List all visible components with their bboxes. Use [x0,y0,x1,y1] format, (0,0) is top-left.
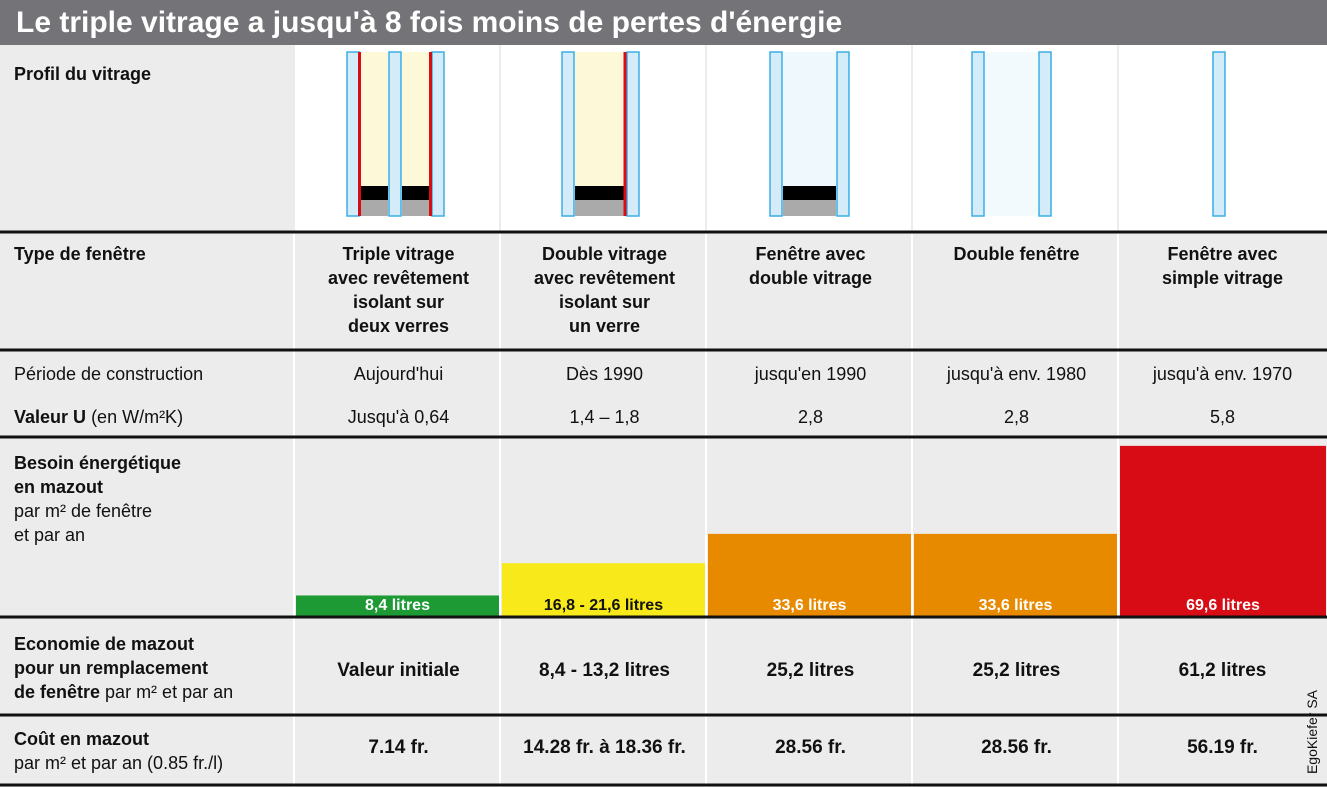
window-type: Double fenêtre [953,244,1080,264]
period: jusqu'en 1990 [754,364,867,384]
u-value: 2,8 [797,407,824,427]
saving-label-segment: par m² et par an [105,682,234,702]
saving: 61,2 litres [1178,660,1267,681]
period: jusqu'à env. 1980 [946,364,1087,384]
profile-label: Profil du vitrage [14,64,152,84]
saving-label-segment: Economie de mazout [14,634,195,654]
cost-label-segment: par m² et par an (0.85 fr./l) [14,753,224,773]
saving: 8,4 - 13,2 litres [539,660,670,681]
cost: 56.19 fr. [1187,737,1258,758]
window-type: avec revêtement [327,268,470,288]
period: Aujourd'hui [353,364,444,384]
u-value: 2,8 [1003,407,1030,427]
cost: 28.56 fr. [981,737,1052,758]
row-rules [0,230,1327,787]
bar-label: 8,4 litres [365,597,430,614]
bar-label: 69,6 litres [1186,597,1260,614]
title-bar [0,0,1327,45]
bar-label: 16,8 - 21,6 litres [544,597,663,614]
cost: 7.14 fr. [368,737,429,758]
saving: 25,2 litres [766,660,855,681]
title: Le triple vitrage a jusqu'à 8 fois moins… [16,6,842,39]
u-label: Valeur U (en W/m²K) [14,405,183,429]
cost-label-segment: Coût en mazout [14,729,149,749]
window-type: un verre [568,316,641,336]
cost-label: Coût en mazout [14,727,149,751]
period: jusqu'à env. 1970 [1152,364,1293,384]
window-type: simple vitrage [1161,268,1284,288]
chart-subtitle: par m² de fenêtre [14,501,153,521]
period-label: Période de construction [14,364,204,384]
column-separators [293,232,1119,787]
saving-label-segment: pour un remplacement [14,658,209,678]
u-label-segment: Valeur U [14,407,87,427]
cost: 14.28 fr. à 18.36 fr. [523,737,686,758]
saving: 25,2 litres [972,660,1061,681]
window-type: Triple vitrage [342,244,455,264]
window-type: avec revêtement [533,268,676,288]
u-value: 1,4 – 1,8 [569,407,640,427]
cost: 28.56 fr. [775,737,846,758]
bar-label: 33,6 litres [979,597,1053,614]
chart-subtitle: et par an [14,525,86,545]
u-value: Jusqu'à 0,64 [347,407,450,427]
saving-label: de fenêtre par m² et par an [14,680,233,704]
credit: EgoKiefer SA [1304,689,1320,774]
u-label-segment: (en W/m²K) [91,407,184,427]
bar [296,595,499,616]
bar-chart: 8,4 litres 16,8 - 21,6 litres 33,6 litres 3… [296,445,1326,616]
bar [1120,445,1326,616]
bar [708,533,911,616]
saving-label: pour un remplacement [14,656,208,680]
chart-title: en mazout [14,477,104,497]
saving: Valeur initiale [337,660,460,681]
saving-label: Economie de mazout [14,632,194,656]
window-type: isolant sur [352,292,445,312]
bar [502,563,705,616]
u-value: 5,8 [1209,407,1236,427]
window-type: Fenêtre avec [1167,244,1278,264]
window-type: double vitrage [748,268,873,288]
window-type: Fenêtre avec [755,244,866,264]
cost-label: par m² et par an (0.85 fr./l) [14,751,223,775]
saving-label-segment: de fenêtre [14,682,101,702]
glazing-profiles [346,51,1226,217]
window-type: Double vitrage [541,244,668,264]
period: Dès 1990 [565,364,644,384]
bar-label: 33,6 litres [773,597,847,614]
type-label: Type de fenêtre [14,244,146,264]
chart-title: Besoin énergétique [14,453,182,473]
bar [914,533,1117,616]
window-type: deux verres [347,316,450,336]
window-type: isolant sur [558,292,651,312]
